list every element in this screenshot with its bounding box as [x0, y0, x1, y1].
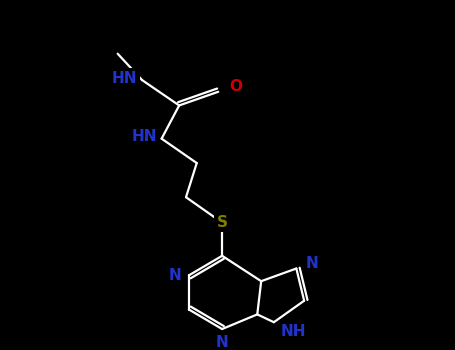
Text: N: N — [306, 256, 318, 271]
Text: N: N — [169, 268, 182, 283]
Text: HN: HN — [112, 71, 137, 86]
Text: HN: HN — [131, 129, 157, 144]
Text: O: O — [229, 79, 243, 94]
Text: S: S — [217, 215, 228, 230]
Text: N: N — [216, 335, 228, 350]
Text: NH: NH — [281, 324, 306, 339]
